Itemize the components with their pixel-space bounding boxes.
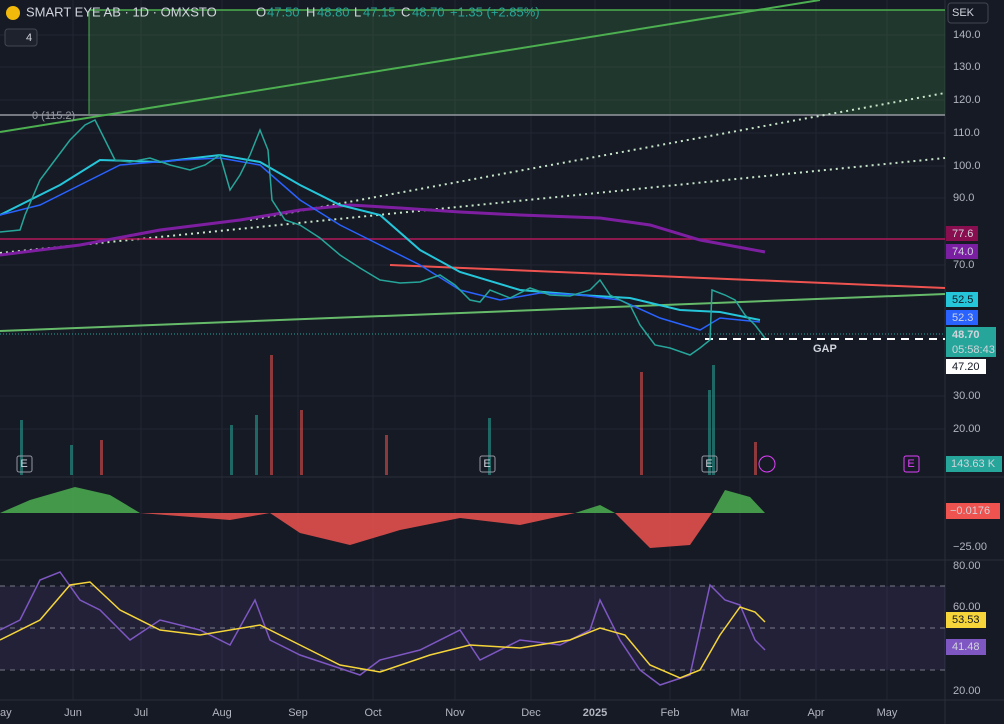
histogram-positive <box>0 487 140 513</box>
volume-badge: 143.63 K <box>951 458 996 470</box>
indicator-toggle[interactable] <box>4 28 38 47</box>
histogram-positive <box>575 505 615 513</box>
currency[interactable]: SEK <box>952 7 975 19</box>
support-line <box>0 293 946 332</box>
price-tick: 70.0 <box>953 259 974 271</box>
rsi-ma <box>0 581 766 679</box>
time-axis: ay Jun Jul Aug Sep Oct Nov Dec 2025 Feb … <box>0 707 898 719</box>
rsi-levels <box>0 585 945 671</box>
ma-50 <box>0 153 761 321</box>
grid <box>0 0 945 700</box>
ohlc-value: 47.15 <box>363 4 396 19</box>
event-markers <box>16 455 920 473</box>
time-tick: Dec <box>521 707 541 719</box>
fib-zone <box>89 10 945 115</box>
symbol-logo <box>6 6 20 20</box>
badge: 77.6 <box>952 228 973 240</box>
time-tick: Sep <box>288 707 308 719</box>
badge: 52.3 <box>952 312 973 324</box>
rsi-tick: 20.00 <box>953 685 981 697</box>
volume <box>20 355 757 475</box>
price-tick: 130.0 <box>953 61 981 73</box>
countdown: 05:58:43 <box>952 344 995 356</box>
macd-badge: −0.0176 <box>950 505 990 517</box>
histogram-positive <box>712 490 765 513</box>
volume-tick: 20.00 <box>953 423 981 435</box>
time-tick: Aug <box>212 707 232 719</box>
time-tick: Apr <box>807 707 824 719</box>
histogram-negative <box>615 513 712 548</box>
change: +1.35 (+2.85%) <box>450 4 540 19</box>
indicator-count[interactable]: 4 <box>26 32 32 44</box>
time-tick: Jul <box>134 707 148 719</box>
price-tick: 140.0 <box>953 29 981 41</box>
rsi-tick: 80.00 <box>953 560 981 572</box>
ohlc-label: C <box>401 4 410 19</box>
macd-tick: −25.00 <box>953 541 987 553</box>
event[interactable]: E <box>705 458 712 470</box>
symbol[interactable]: SMART EYE AB · 1D · OMXSTO <box>26 4 217 19</box>
time-tick: Oct <box>364 707 381 719</box>
ohlc-value: 48.80 <box>317 4 350 19</box>
trendline <box>0 0 821 133</box>
time-tick: ay <box>0 707 12 719</box>
time-tick: Nov <box>445 707 465 719</box>
ma-20 <box>0 157 761 331</box>
price-tick: 120.0 <box>953 94 981 106</box>
event[interactable]: E <box>907 458 914 470</box>
fib-label: 0 (115.2) <box>32 110 75 122</box>
event[interactable]: E <box>20 458 27 470</box>
ohlc-label: O <box>256 4 266 19</box>
badge: 52.5 <box>952 294 973 306</box>
gap-label: GAP <box>813 343 837 355</box>
price-tick: 90.0 <box>953 192 974 204</box>
time-tick: May <box>877 707 898 719</box>
ohlc-value: 48.70 <box>412 4 445 19</box>
badge: 47.20 <box>952 361 980 373</box>
badge: 74.0 <box>952 246 973 258</box>
channel-line <box>0 157 946 254</box>
price-tick: 100.0 <box>953 160 981 172</box>
time-tick: 2025 <box>583 707 607 719</box>
ohlc-label: H <box>306 4 315 19</box>
event[interactable]: E <box>483 458 490 470</box>
time-tick: Mar <box>731 707 750 719</box>
resistance-line <box>389 264 946 289</box>
time-tick: Feb <box>661 707 680 719</box>
volume-tick: 30.00 <box>953 390 981 402</box>
rsi-tick: 60.00 <box>953 601 981 613</box>
rsi-ma-badge: 53.53 <box>952 614 980 626</box>
ohlc-value: 47.50 <box>267 4 300 19</box>
currency-button[interactable] <box>947 2 989 24</box>
last-price: 48.70 <box>952 329 980 341</box>
price-series <box>0 118 766 356</box>
time-tick: Jun <box>64 707 82 719</box>
ma-200 <box>0 203 766 257</box>
histogram-negative <box>140 513 575 545</box>
rsi-badge: 41.48 <box>952 641 980 653</box>
channel-line <box>249 92 946 221</box>
price-axis: 140.0 130.0 120.0 110.0 100.0 90.0 70.0 … <box>953 29 987 697</box>
price-tick: 110.0 <box>953 127 980 139</box>
ohlc-label: L <box>354 4 361 19</box>
